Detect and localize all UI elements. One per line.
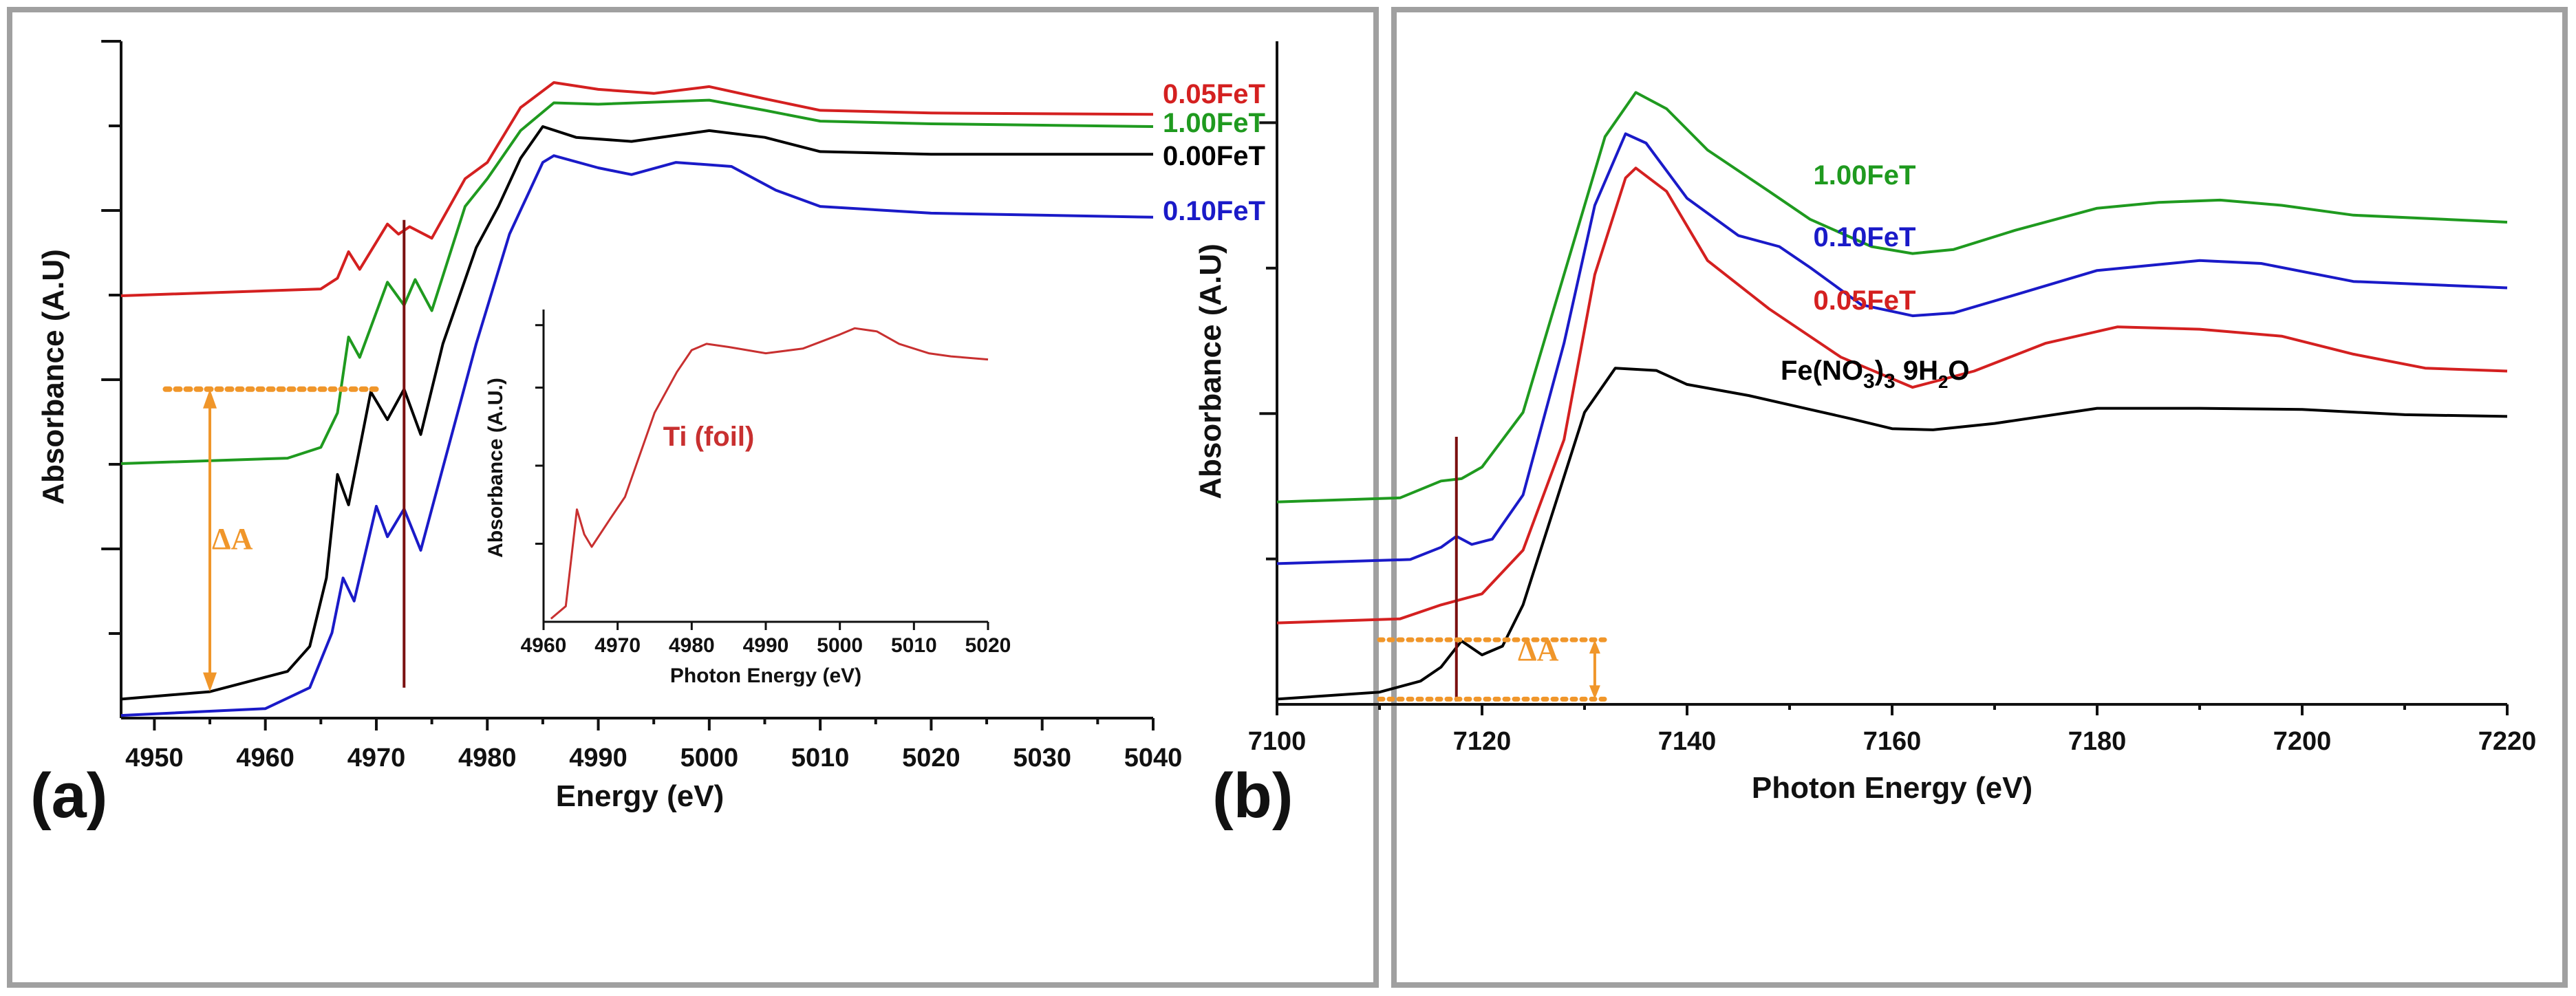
series-line-0.05FeT <box>120 81 1154 297</box>
x-tick-label: 7200 <box>2273 727 2332 756</box>
panel-label-b: (b) <box>1212 761 1293 831</box>
legend-label-1.00FeT-a: 1.00FeT <box>1163 108 1265 138</box>
x-tick-label: 5020 <box>902 744 960 772</box>
series-line-0.00FeT <box>120 125 1153 701</box>
label-part: Fe(NO <box>1781 356 1863 386</box>
x-tick-label: 7100 <box>1248 727 1307 756</box>
inset-series-label-ti-foil: Ti (foil) <box>663 422 755 452</box>
legend-label-0.10FeT-a: 0.10FeT <box>1163 196 1265 226</box>
legend-label-0.05FeT-b: 0.05FeT <box>1814 285 1916 316</box>
x-tick-label: 4970 <box>594 634 641 657</box>
arrow-head-down-icon <box>203 672 217 692</box>
series-line-Tifoil <box>550 327 989 620</box>
x-tick-label: 5040 <box>1124 744 1183 772</box>
y-axis-title-b: Absorbance (A.U) <box>1194 243 1227 499</box>
label-subscript: 3 <box>1884 370 1896 393</box>
label-subscript: 3 <box>1863 370 1875 393</box>
y-axis-title-a: Absorbance (A.U) <box>36 249 70 505</box>
y-axis-title-inset: Absorbance (A.U.) <box>484 378 507 558</box>
x-tick-label: 7140 <box>1658 727 1717 756</box>
legend-label-1.00FeT-b: 1.00FeT <box>1814 160 1916 191</box>
x-tick-label: 4960 <box>521 634 567 657</box>
series-line-0.05FeT <box>1276 166 2508 625</box>
series-line-1.00FeT <box>120 98 1154 465</box>
legend-label-0.00FeT-a: 0.00FeT <box>1163 141 1265 171</box>
x-tick-label: 7160 <box>1863 727 1922 756</box>
label-part: 9H <box>1896 356 1938 386</box>
x-tick-label: 4950 <box>125 744 184 772</box>
delta-a-label-a: ΔA <box>212 522 253 556</box>
chart-b: 7100 7120 7140 7160 7180 7200 7220 <box>1248 41 2537 756</box>
x-tick-label: 5010 <box>891 634 937 657</box>
x-tick-label: 5000 <box>680 744 739 772</box>
label-subscript: 2 <box>1938 371 1948 392</box>
chart-a-inset: 4960 4970 4980 4990 5000 5010 5020 <box>521 310 1011 657</box>
x-tick-label: 7120 <box>1453 727 1512 756</box>
series-line-FeNO339H2O <box>1276 367 2508 701</box>
legend-label-0.05FeT-a: 0.05FeT <box>1163 79 1265 109</box>
label-part: O <box>1948 356 1969 386</box>
series-line-0.10FeT <box>1276 132 2508 565</box>
x-axis-title-inset: Photon Energy (eV) <box>670 664 861 687</box>
x-tick-label: 7180 <box>2068 727 2127 756</box>
delta-a-label-b: ΔA <box>1518 634 1559 667</box>
x-tick-label: 4970 <box>347 744 406 772</box>
label-part: ) <box>1875 356 1884 386</box>
x-axis-title-a: Energy (eV) <box>556 779 724 813</box>
legend-label-0.10FeT-b: 0.10FeT <box>1814 222 1916 252</box>
series-line-0.10FeT <box>120 154 1154 717</box>
panel-b-frame <box>1391 7 2568 988</box>
x-tick-label: 4990 <box>569 744 627 772</box>
x-tick-label: 5020 <box>965 634 1011 657</box>
legend-label-fe-nitrate-b: Fe(NO3)3 9H2O <box>1781 356 1970 393</box>
arrow-head-up-icon <box>1589 640 1600 654</box>
x-tick-label: 5010 <box>791 744 850 772</box>
x-tick-label: 5030 <box>1013 744 1071 772</box>
x-tick-label: 4980 <box>458 744 517 772</box>
arrow-head-down-icon <box>1589 685 1600 700</box>
x-axis-title-b: Photon Energy (eV) <box>1752 771 2032 805</box>
x-tick-label: 4990 <box>743 634 789 657</box>
x-tick-label: 4980 <box>669 634 715 657</box>
x-tick-label: 5000 <box>817 634 863 657</box>
panel-label-a: (a) <box>30 761 107 831</box>
x-tick-label: 7220 <box>2478 727 2537 756</box>
chart-a: 4950 4960 4970 4980 4990 5000 5010 5020 5030 5040 <box>101 40 1183 772</box>
arrow-head-up-icon <box>203 389 217 409</box>
x-tick-label: 4960 <box>236 744 294 772</box>
series-line-1.00FeT <box>1276 91 2508 504</box>
